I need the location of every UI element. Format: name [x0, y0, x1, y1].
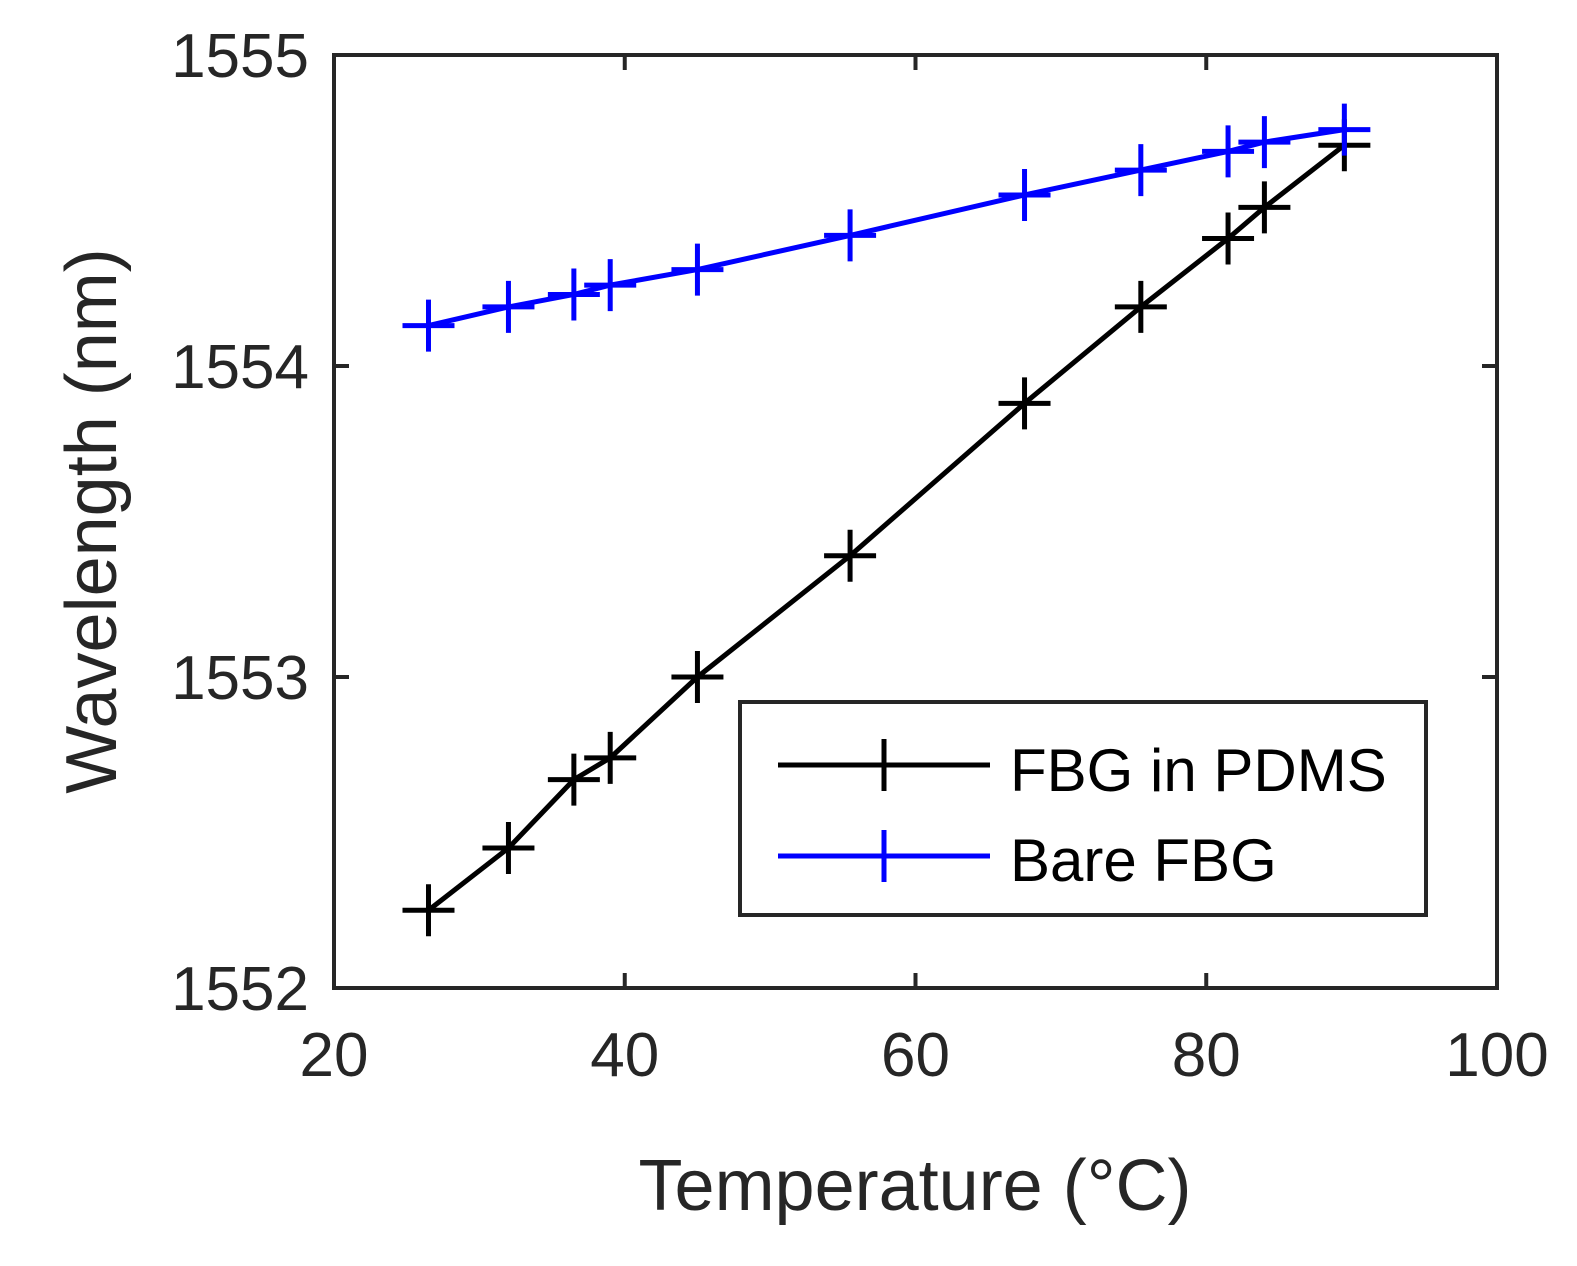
legend: FBG in PDMS Bare FBG: [738, 700, 1428, 917]
data-point: [671, 651, 724, 703]
x-tick-label: 20: [300, 1021, 369, 1090]
data-point: [1202, 125, 1255, 178]
series-layer: [402, 103, 1371, 937]
legend-box: [738, 700, 1428, 917]
series-0: [402, 119, 1371, 937]
x-tick-label: 80: [1172, 1021, 1241, 1090]
x-tick-label: 100: [1445, 1021, 1548, 1090]
legend-label-bare-fbg: Bare FBG: [1010, 827, 1277, 894]
data-point: [998, 377, 1051, 430]
y-axis-label: Wavelength (nm): [52, 248, 132, 794]
data-point: [998, 168, 1051, 221]
x-tick-label: 60: [881, 1021, 950, 1090]
data-point: [402, 299, 455, 352]
x-axis-label: Temperature (°C): [639, 1146, 1192, 1226]
data-point: [1202, 212, 1255, 265]
x-tick-label: 40: [590, 1021, 659, 1090]
data-point: [671, 243, 724, 296]
data-point: [1238, 181, 1291, 234]
data-point: [547, 753, 600, 806]
data-point: [584, 259, 637, 312]
y-tick-label: 1553: [171, 644, 309, 713]
data-point: [1114, 280, 1167, 333]
data-point: [1318, 103, 1371, 156]
legend-marks: [778, 739, 990, 882]
data-point: [482, 822, 535, 875]
data-point: [547, 268, 600, 321]
data-point: [402, 884, 455, 937]
data-point: [824, 209, 877, 262]
legend-label-fbg-in-pdms: FBG in PDMS: [1010, 737, 1387, 804]
legend-swatch: [778, 830, 990, 882]
y-tick-label: 1554: [171, 333, 309, 402]
legend-swatch: [778, 739, 990, 791]
tick-layer: 20 40 60 80 100 1552 1553 1554 1555: [171, 22, 1549, 1090]
data-point: [1238, 116, 1291, 169]
data-point: [1114, 144, 1167, 197]
data-point: [482, 280, 535, 333]
y-tick-label: 1555: [171, 22, 309, 91]
series-1: [402, 103, 1371, 352]
y-tick-label: 1552: [171, 955, 309, 1024]
data-point: [824, 529, 877, 582]
data-point: [584, 731, 637, 784]
